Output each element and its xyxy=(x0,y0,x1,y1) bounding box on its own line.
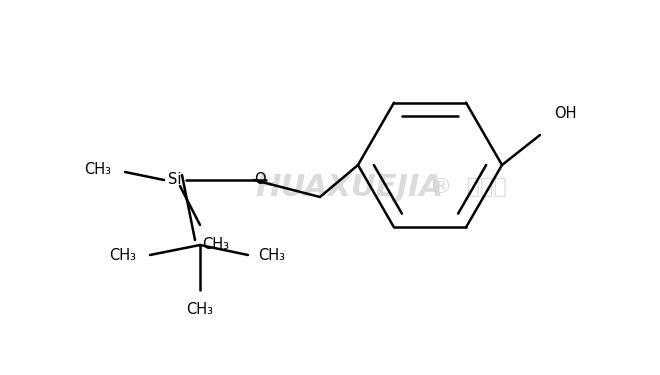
Text: CH₃: CH₃ xyxy=(187,302,213,317)
Text: Si: Si xyxy=(168,172,182,188)
Text: ®  化学加: ® 化学加 xyxy=(430,177,507,197)
Text: OH: OH xyxy=(554,106,576,121)
Text: O: O xyxy=(254,172,266,188)
Text: CH₃: CH₃ xyxy=(258,248,285,262)
Text: CH₃: CH₃ xyxy=(202,237,229,252)
Text: HUAXUEJIA: HUAXUEJIA xyxy=(255,172,443,201)
Text: CH₃: CH₃ xyxy=(84,162,111,177)
Text: CH₃: CH₃ xyxy=(109,248,136,262)
